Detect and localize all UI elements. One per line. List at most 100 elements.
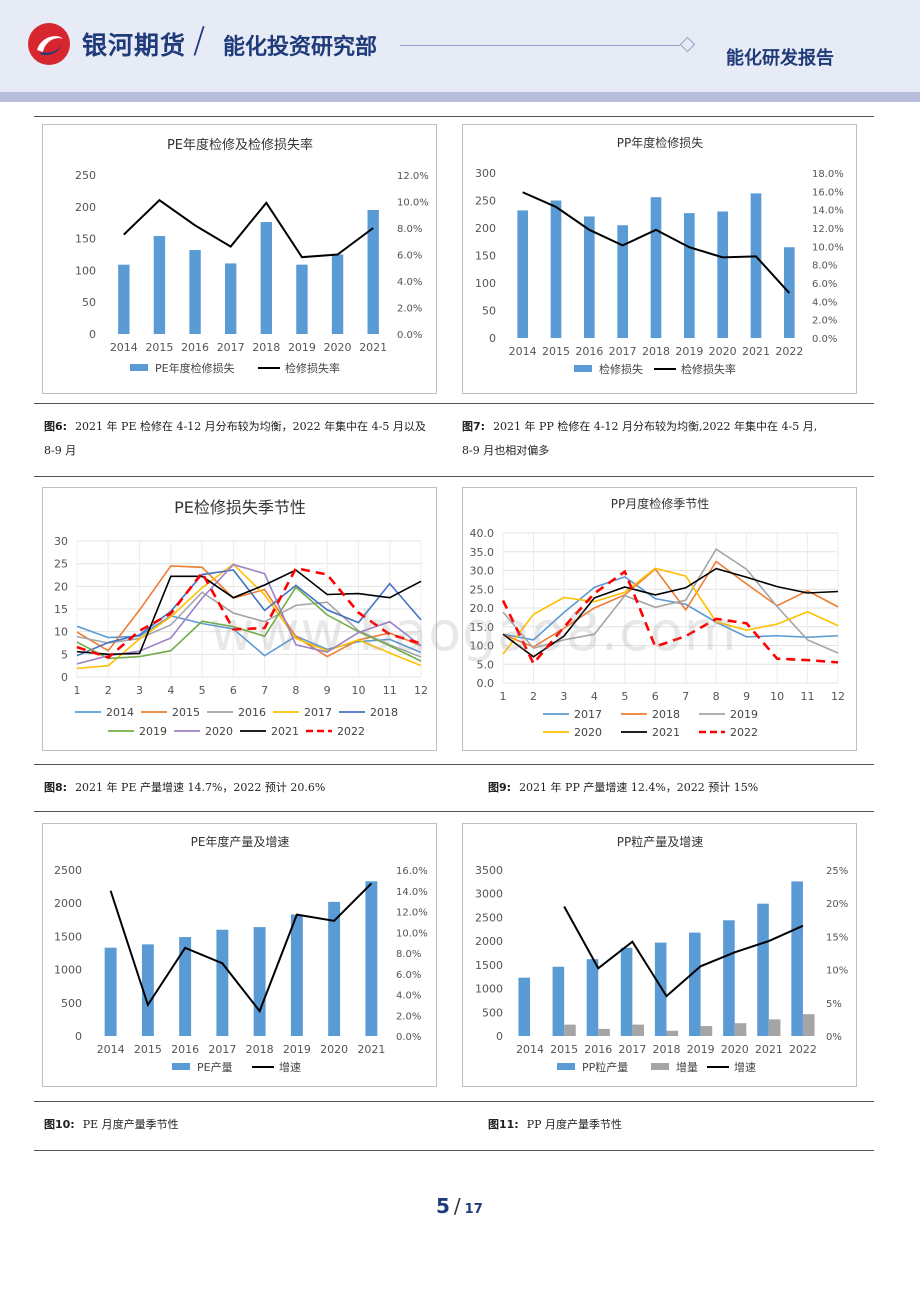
- y2-tick-label: 20%: [826, 899, 848, 910]
- x-tick-label: 7: [261, 684, 268, 697]
- legend-label: 2021: [652, 726, 680, 739]
- x-tick-label: 2015: [550, 1043, 578, 1056]
- x-tick-label: 2016: [584, 1043, 612, 1056]
- bar-PE年度检修损失: [224, 263, 237, 334]
- rule-caption-2: [34, 764, 874, 765]
- y-tick-label: 20.0: [470, 602, 495, 615]
- y2-tick-label: 10.0%: [812, 242, 844, 253]
- bar-PE年度检修损失: [153, 236, 166, 334]
- department-name: 能化投资研究部: [223, 35, 378, 60]
- legend-label: 2017: [574, 708, 602, 721]
- x-tick-label: 5: [199, 684, 206, 697]
- legend-swatch: [557, 1063, 575, 1070]
- chart-svg: PE年度产量及增速 0 500 1000 1500 2000 2500 0.0% 2.0% 4.0…: [54, 834, 428, 1074]
- x-tick-label: 6: [652, 690, 659, 703]
- y-tick-label: 3000: [475, 888, 503, 901]
- page-total: 17: [464, 1202, 483, 1217]
- legend-label: 2019: [730, 708, 758, 721]
- caption-label: 图9:: [488, 781, 512, 794]
- x-tick-label: 6: [230, 684, 237, 697]
- y-tick-label: 300: [475, 167, 496, 180]
- line-2022: [76, 566, 422, 659]
- x-tick-label: 1: [74, 684, 81, 697]
- rule-caption-3: [34, 1101, 874, 1102]
- y2-tick-label: 6.0%: [812, 279, 837, 290]
- bar-PE产量: [216, 929, 229, 1036]
- y-tick-label: 15.0: [470, 621, 495, 634]
- report-header: 银河期货 / 能化投资研究部 能化研发报告: [0, 0, 920, 92]
- x-tick-label: 2020: [709, 345, 737, 358]
- line-2019: [502, 547, 839, 654]
- x-tick-label: 2014: [516, 1043, 544, 1056]
- x-tick-label: 2016: [171, 1043, 199, 1056]
- x-tick-label: 2014: [110, 341, 138, 354]
- bar-检修损失: [584, 216, 595, 338]
- x-tick-label: 2020: [721, 1043, 749, 1056]
- x-tick-label: 10: [351, 684, 365, 697]
- x-tick-label: 8: [713, 690, 720, 703]
- y2-tick-label: 6.0%: [397, 251, 422, 262]
- y-tick-label: 0: [61, 671, 68, 684]
- bar-检修损失: [717, 211, 728, 338]
- bar-增量: [666, 1030, 679, 1036]
- chart-pp-annual-output: PP粒产量及增速 0 500 1000 1500 2000 2500 3000 3500 0% 5%…: [462, 823, 857, 1087]
- y-tick-label: 0.0: [477, 677, 495, 690]
- chart-title: PP月度检修季节性: [611, 496, 709, 511]
- bar-增量: [700, 1026, 713, 1036]
- bar-PP粒产量: [518, 977, 531, 1036]
- line-2017: [76, 563, 422, 670]
- y2-tick-label: 6.0%: [396, 970, 421, 981]
- x-tick-label: 8: [292, 684, 299, 697]
- y2-tick-label: 4.0%: [396, 991, 421, 1002]
- y-tick-label: 150: [475, 250, 496, 263]
- y-tick-label: 250: [75, 169, 96, 182]
- chart-pe-annual-output: PE年度产量及增速 0 500 1000 1500 2000 2500 0.0% 2.0% 4.0…: [42, 823, 437, 1087]
- bar-PE产量: [365, 881, 378, 1036]
- y2-tick-label: 16.0%: [396, 866, 428, 877]
- y2-tick-label: 10%: [826, 966, 848, 977]
- caption-text: 2021 年 PP 检修在 4-12 月分布较为均衡,2022 年集中在 4-5…: [493, 420, 818, 433]
- line-2017: [502, 575, 839, 641]
- x-tick-label: 2019: [687, 1043, 715, 1056]
- legend-label: 2018: [370, 706, 398, 719]
- chart-pe-annual-maintenance: PE年度检修及检修损失率 0 50 100 150 200 250 0.0% 2.0% 4.0% 6…: [42, 124, 437, 394]
- legend-label: 增量: [676, 1060, 698, 1074]
- legend-label: 2020: [574, 726, 602, 739]
- bar-PP粒产量: [757, 903, 769, 1036]
- x-tick-label: 1: [500, 690, 507, 703]
- legend-swatch: [130, 364, 148, 371]
- y2-tick-label: 14.0%: [812, 206, 844, 217]
- y-tick-label: 10.0: [470, 640, 495, 653]
- chart-pe-seasonal-maintenance: PE检修损失季节性 0 5 10 15 20 25 30 1 2 3 4 5 6 7 8 9 10 11 12 2014…: [42, 487, 437, 751]
- y-tick-label: 1000: [54, 964, 82, 977]
- y2-tick-label: 2.0%: [397, 304, 422, 315]
- x-tick-label: 2: [530, 690, 537, 703]
- line-2019: [76, 586, 422, 662]
- y2-tick-label: 2.0%: [396, 1011, 421, 1022]
- legend-label: 检修损失率: [285, 361, 340, 375]
- y-tick-label: 1500: [475, 959, 503, 972]
- chart-pp-annual-maintenance: PP年度检修损失 0 50 100 150 200 250 300 0.0% 2.0% 4.0% 6.…: [462, 124, 857, 394]
- galaxy-futures-logo-icon: [28, 23, 70, 65]
- chart-title: PP年度检修损失: [617, 135, 703, 150]
- x-tick-label: 12: [414, 684, 428, 697]
- legend-label: 检修损失: [599, 362, 643, 376]
- y-tick-label: 20: [54, 580, 68, 593]
- y2-tick-label: 25%: [826, 866, 848, 877]
- bar-PE产量: [104, 947, 117, 1036]
- line-2021: [76, 569, 422, 656]
- bar-PE年度检修损失: [296, 264, 308, 334]
- y2-tick-label: 0.0%: [396, 1032, 421, 1043]
- y2-tick-label: 14.0%: [396, 887, 428, 898]
- x-tick-label: 2018: [252, 341, 280, 354]
- report-type: 能化研发报告: [726, 48, 834, 69]
- bar-增量: [598, 1028, 610, 1036]
- x-tick-label: 2015: [134, 1043, 162, 1056]
- x-tick-label: 2018: [642, 345, 670, 358]
- line-2021: [502, 567, 839, 658]
- bar-PE产量: [141, 944, 154, 1036]
- x-tick-label: 2014: [97, 1043, 125, 1056]
- company-name: 银河期货: [82, 31, 187, 60]
- line-增速: [109, 882, 373, 1014]
- legend-label: 增速: [279, 1060, 301, 1074]
